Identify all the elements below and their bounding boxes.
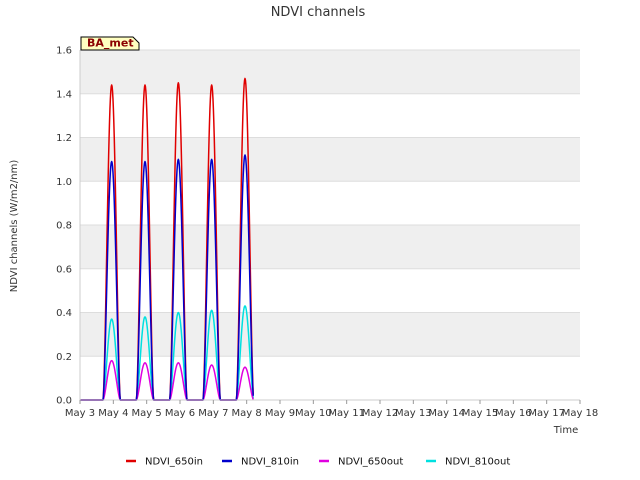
legend-label: NDVI_650out — [338, 457, 403, 468]
badge: BA_met — [80, 36, 140, 51]
series-line-ndvi-810in — [80, 154, 254, 401]
axes — [79, 50, 580, 401]
legend-item: NDVI_650in — [126, 457, 203, 468]
chart-title: NDVI channels — [271, 5, 366, 20]
x-tick-label: May 18 — [562, 408, 599, 419]
legend-label: NDVI_650in — [145, 457, 203, 468]
x-tick-label: May 5 — [132, 408, 162, 419]
legend-label: NDVI_810out — [445, 457, 510, 468]
grid-lines — [80, 49, 580, 401]
legend-item: NDVI_810out — [426, 457, 510, 468]
x-tick-label: May 14 — [428, 408, 465, 419]
y-tick-label: 0.4 — [56, 308, 72, 319]
plot-band — [80, 50, 580, 94]
y-axis-label: NDVI channels (W/m2/nm) — [9, 160, 20, 293]
y-tick-label: 0.6 — [56, 264, 72, 275]
x-tick-label: May 8 — [232, 408, 262, 419]
legend-label: NDVI_810in — [241, 457, 299, 468]
x-tick-label: May 6 — [165, 408, 195, 419]
y-tick-label: 0.8 — [56, 221, 72, 232]
plot-band — [80, 312, 580, 357]
legend-item: NDVI_650out — [319, 457, 403, 468]
y-tick-label: 1.4 — [56, 89, 72, 100]
series-layer — [80, 77, 254, 401]
x-tick-label: May 3 — [65, 408, 95, 419]
series-line-ndvi-810out — [80, 305, 254, 401]
x-tick-label: May 12 — [362, 408, 399, 419]
x-tick-label: May 16 — [495, 408, 532, 419]
badge-label: BA_met — [87, 37, 134, 50]
x-tick-label: May 7 — [198, 408, 228, 419]
x-axis-label: Time — [553, 425, 578, 436]
legend-item: NDVI_810in — [222, 457, 299, 468]
x-tick-label: May 15 — [462, 408, 499, 419]
x-ticks: May 3 May 4 May 5 May 6 May 7 May 8 May 9 May 1… — [65, 400, 598, 419]
y-tick-label: 0.2 — [56, 352, 72, 363]
x-tick-label: May 9 — [265, 408, 295, 419]
plot-band — [80, 137, 580, 182]
x-tick-label: May 11 — [328, 408, 365, 419]
series-line-ndvi-650out — [80, 359, 254, 401]
y-tick-label: 1.6 — [56, 46, 72, 57]
plot-band — [80, 225, 580, 269]
y-tick-label: 1.2 — [56, 133, 72, 144]
x-tick-label: May 17 — [528, 408, 565, 419]
x-tick-label: May 4 — [98, 408, 128, 419]
y-tick-label: 0.0 — [56, 396, 72, 407]
y-ticks: 0.0 0.2 0.4 0.6 0.8 1.0 1.2 1.4 1.6 — [56, 46, 72, 407]
x-tick-label: May 13 — [395, 408, 432, 419]
legend: NDVI_650in NDVI_810in NDVI_650out NDVI_810o… — [126, 457, 510, 468]
y-tick-label: 1.0 — [56, 177, 72, 188]
x-tick-label: May 10 — [295, 408, 332, 419]
